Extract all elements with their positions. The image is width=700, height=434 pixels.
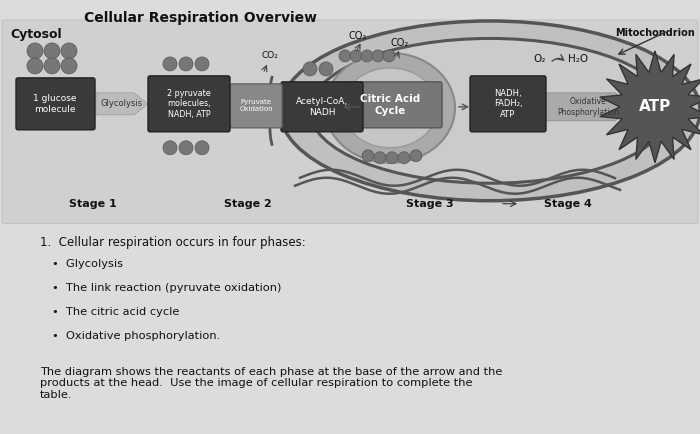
- Circle shape: [303, 62, 317, 76]
- Circle shape: [179, 57, 193, 71]
- Text: O₂: O₂: [534, 54, 546, 64]
- Circle shape: [44, 58, 60, 74]
- Ellipse shape: [325, 53, 455, 163]
- Circle shape: [163, 57, 177, 71]
- Circle shape: [44, 43, 60, 59]
- Text: Stage 3: Stage 3: [406, 199, 454, 209]
- Text: •  Glycolysis: • Glycolysis: [52, 259, 123, 269]
- Text: Glycolysis: Glycolysis: [101, 99, 143, 108]
- Text: CO₂: CO₂: [391, 38, 409, 48]
- FancyBboxPatch shape: [470, 76, 546, 132]
- FancyBboxPatch shape: [0, 226, 700, 434]
- Circle shape: [361, 50, 373, 62]
- Ellipse shape: [342, 68, 438, 148]
- Circle shape: [362, 150, 374, 162]
- Text: The diagram shows the reactants of each phase at the base of the arrow and the
p: The diagram shows the reactants of each …: [40, 367, 503, 400]
- Text: 2 pyruvate
molecules,
NADH, ATP: 2 pyruvate molecules, NADH, ATP: [167, 89, 211, 119]
- Circle shape: [398, 152, 410, 164]
- Text: Stage 4: Stage 4: [544, 199, 592, 209]
- Text: Acetyl-CoA,
NADH: Acetyl-CoA, NADH: [296, 97, 348, 117]
- Ellipse shape: [310, 39, 670, 183]
- Circle shape: [383, 50, 395, 62]
- FancyBboxPatch shape: [338, 82, 442, 128]
- FancyBboxPatch shape: [281, 82, 363, 132]
- FancyArrow shape: [280, 97, 288, 117]
- FancyBboxPatch shape: [230, 84, 282, 128]
- Circle shape: [61, 43, 77, 59]
- Text: •  The link reaction (pyruvate oxidation): • The link reaction (pyruvate oxidation): [52, 283, 281, 293]
- Circle shape: [339, 50, 351, 62]
- Text: Mitochondrion: Mitochondrion: [615, 28, 695, 38]
- Ellipse shape: [280, 21, 700, 201]
- Text: CO₂: CO₂: [349, 31, 367, 41]
- Text: •  The citric acid cycle: • The citric acid cycle: [52, 307, 179, 317]
- Text: Stage 2: Stage 2: [224, 199, 272, 209]
- Text: Cellular Respiration Overview: Cellular Respiration Overview: [83, 11, 316, 25]
- Text: 1 glucose
molecule: 1 glucose molecule: [34, 94, 77, 114]
- Polygon shape: [600, 51, 700, 163]
- FancyBboxPatch shape: [16, 78, 95, 130]
- Circle shape: [163, 141, 177, 155]
- Circle shape: [61, 58, 77, 74]
- FancyBboxPatch shape: [2, 20, 698, 224]
- Text: •  Oxidative phosphorylation.: • Oxidative phosphorylation.: [52, 331, 220, 341]
- Circle shape: [372, 50, 384, 62]
- Text: Oxidative
Phosphorylation: Oxidative Phosphorylation: [557, 97, 619, 117]
- Text: H₂O: H₂O: [568, 54, 588, 64]
- Circle shape: [410, 150, 422, 162]
- Text: Citric Acid
Cycle: Citric Acid Cycle: [360, 94, 420, 115]
- Text: Stage 1: Stage 1: [69, 199, 117, 209]
- Circle shape: [27, 58, 43, 74]
- FancyBboxPatch shape: [148, 76, 230, 132]
- Text: 1.  Cellular respiration occurs in four phases:: 1. Cellular respiration occurs in four p…: [40, 236, 306, 249]
- Text: CO₂: CO₂: [262, 51, 279, 60]
- FancyArrow shape: [545, 93, 635, 121]
- Text: Pyruvate
Oxidation: Pyruvate Oxidation: [239, 99, 273, 112]
- Circle shape: [350, 50, 362, 62]
- Circle shape: [319, 62, 333, 76]
- FancyArrow shape: [96, 93, 148, 115]
- Text: ATP: ATP: [639, 99, 671, 114]
- Circle shape: [195, 57, 209, 71]
- Circle shape: [179, 141, 193, 155]
- Circle shape: [27, 43, 43, 59]
- Circle shape: [195, 141, 209, 155]
- Text: NADH,
FADH₂,
ATP: NADH, FADH₂, ATP: [494, 89, 522, 119]
- Text: Cytosol: Cytosol: [10, 28, 62, 41]
- Circle shape: [374, 152, 386, 164]
- Circle shape: [386, 152, 398, 164]
